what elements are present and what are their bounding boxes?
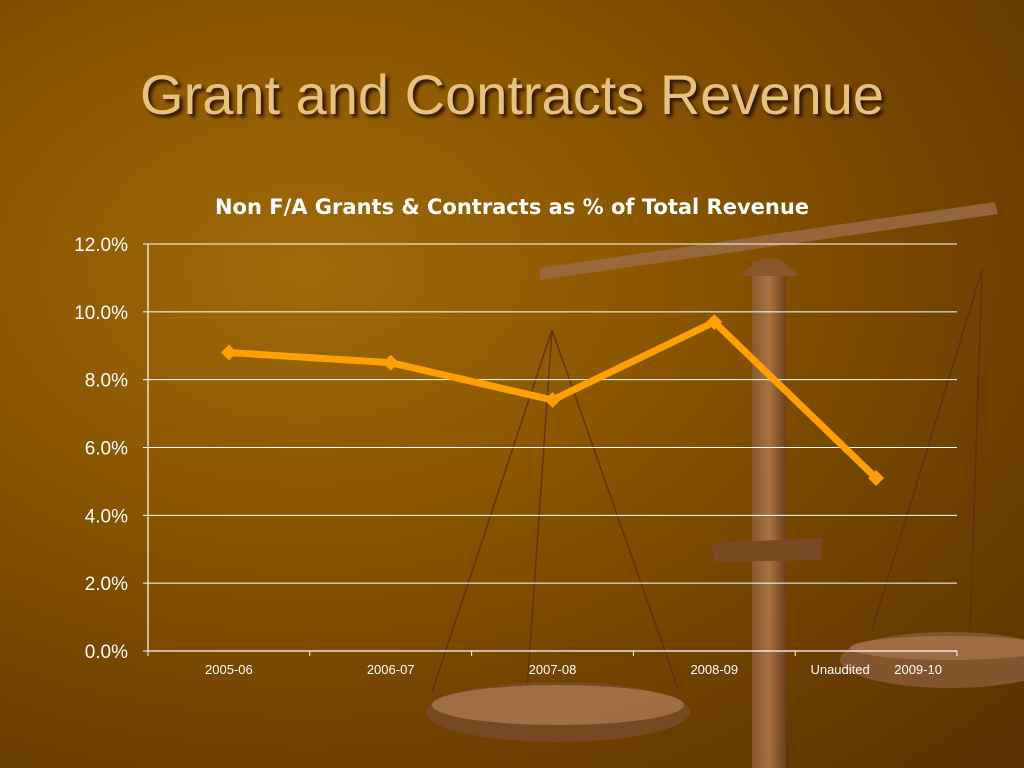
x-tick-label: Unaudited	[810, 662, 869, 677]
x-tick-label: 2005-06	[205, 662, 253, 677]
data-point-marker	[706, 314, 723, 331]
y-tick-label: 0.0%	[85, 642, 128, 663]
y-axis-ticks: 12.0% 10.0% 8.0% 6.0% 4.0% 2.0% 0.0%	[74, 235, 148, 663]
y-tick-label: 8.0%	[85, 371, 128, 392]
data-point-marker	[868, 470, 885, 487]
gridlines	[148, 243, 957, 584]
x-tick-label: 2008-09	[690, 662, 738, 677]
x-tick-label: 2007-08	[529, 662, 577, 677]
data-point-marker	[544, 392, 561, 409]
x-axis-ticks: 2005-06 2006-07 2007-08 2008-09 Unaudited 200…	[147, 651, 958, 677]
y-tick-label: 12.0%	[74, 235, 128, 256]
y-tick-label: 2.0%	[85, 574, 128, 595]
data-point-marker	[220, 344, 237, 361]
y-tick-label: 4.0%	[85, 506, 128, 527]
data-point-marker	[382, 354, 399, 371]
x-tick-label: 2009-10	[894, 662, 942, 677]
chart-title: Non F/A Grants & Contracts as % of Total…	[215, 195, 809, 219]
x-tick-label: 2006-07	[367, 662, 415, 677]
y-tick-label: 6.0%	[85, 439, 128, 460]
y-tick-label: 10.0%	[74, 303, 128, 324]
series-group	[220, 314, 885, 487]
slide-title: Grant and Contracts Revenue	[140, 63, 884, 126]
